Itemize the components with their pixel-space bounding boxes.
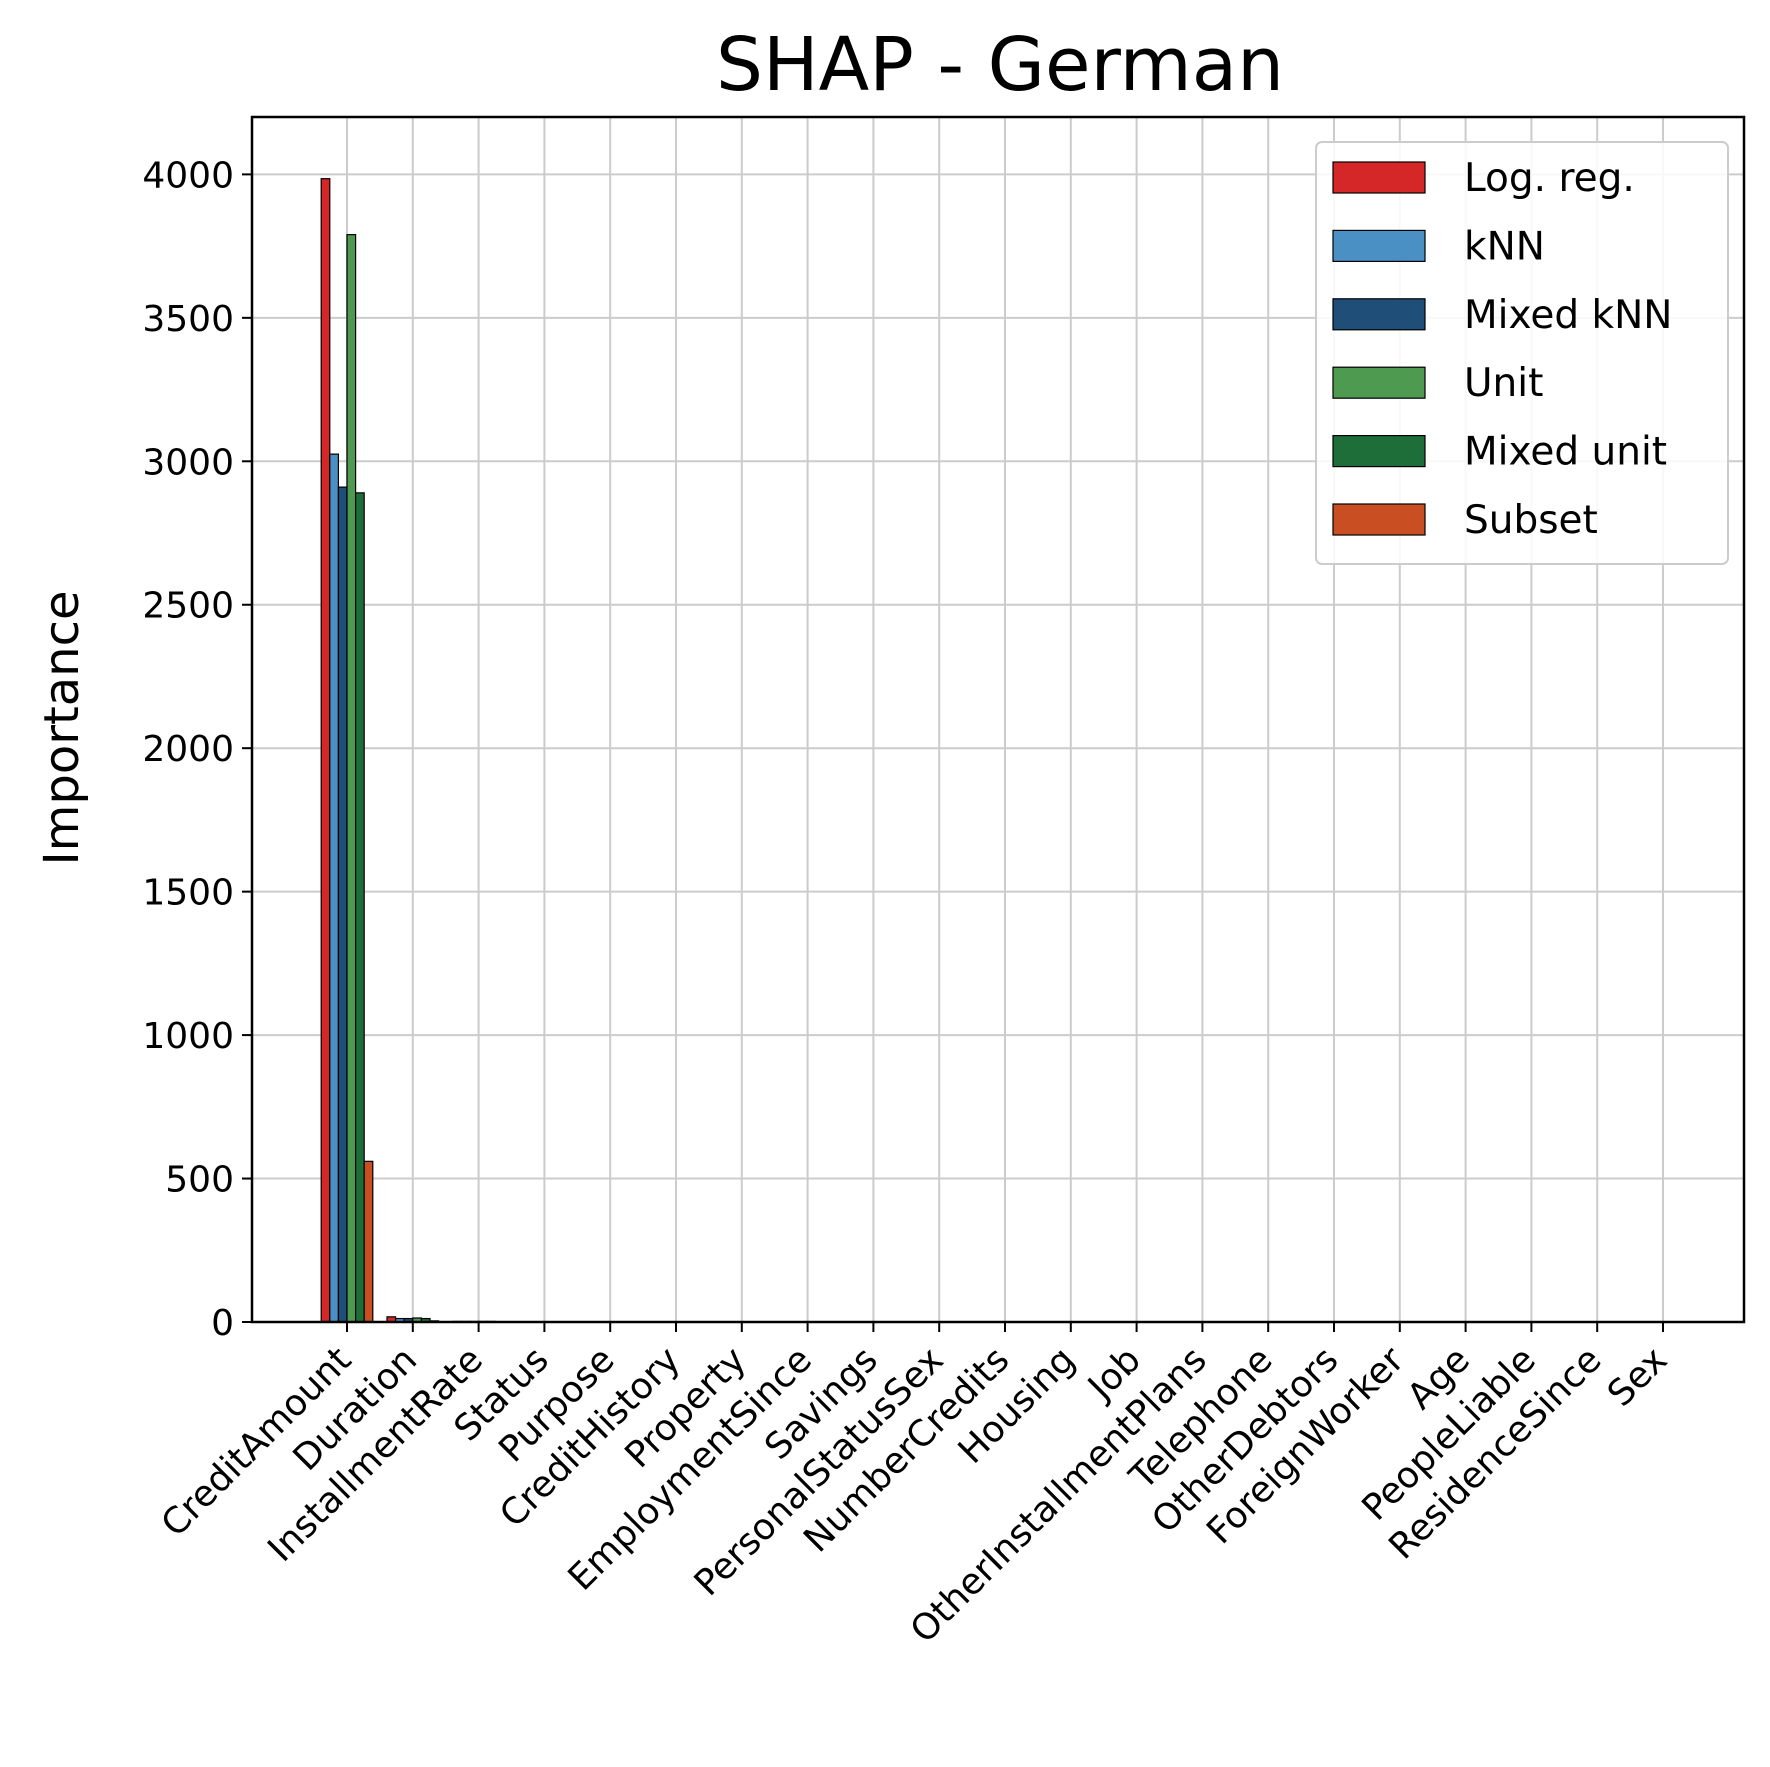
y-tick-label: 2500: [142, 586, 234, 627]
y-tick-label: 500: [165, 1160, 234, 1201]
y-tick-label: 3500: [142, 299, 234, 340]
chart-title: SHAP - German: [716, 22, 1284, 108]
legend-swatch: [1332, 161, 1426, 194]
x-tick-label: Sex: [1600, 1339, 1675, 1414]
x-axis-ticks: CreditAmountDurationInstallmentRateStatu…: [154, 1322, 1675, 1651]
legend-swatch: [1332, 298, 1426, 331]
grid: [252, 117, 1744, 1323]
bar: [355, 492, 365, 1323]
legend-label: Mixed kNN: [1464, 293, 1672, 338]
legend-swatch: [1332, 366, 1426, 399]
plot-frame: [250, 115, 1746, 1324]
legend-swatch: [1332, 503, 1426, 536]
y-tick-label: 0: [211, 1303, 234, 1344]
bar: [363, 1160, 374, 1323]
legend: Log. reg. kNN Mixed kNN Unit Mixed unit Subse…: [1315, 141, 1729, 565]
legend-label: Mixed unit: [1464, 430, 1667, 475]
y-tick-label: 2000: [142, 729, 234, 770]
bar: [346, 234, 357, 1323]
bar: [329, 453, 339, 1323]
bar: [320, 178, 331, 1323]
legend-label: kNN: [1464, 224, 1545, 269]
legend-label: Unit: [1464, 361, 1543, 406]
legend-swatch: [1332, 229, 1426, 262]
y-tick-label: 3000: [142, 442, 234, 483]
y-axis-label: Importance: [34, 590, 90, 865]
legend-swatch: [1332, 435, 1426, 468]
y-axis-ticks: 0 500 1000 1500 2000 2500 3000 3500 4000: [142, 155, 252, 1344]
bar: [337, 486, 348, 1323]
y-tick-label: 1000: [142, 1016, 234, 1057]
legend-label: Subset: [1464, 498, 1598, 543]
y-tick-label: 1500: [142, 873, 234, 914]
legend-label: Log. reg.: [1464, 156, 1635, 201]
y-tick-label: 4000: [142, 155, 234, 196]
